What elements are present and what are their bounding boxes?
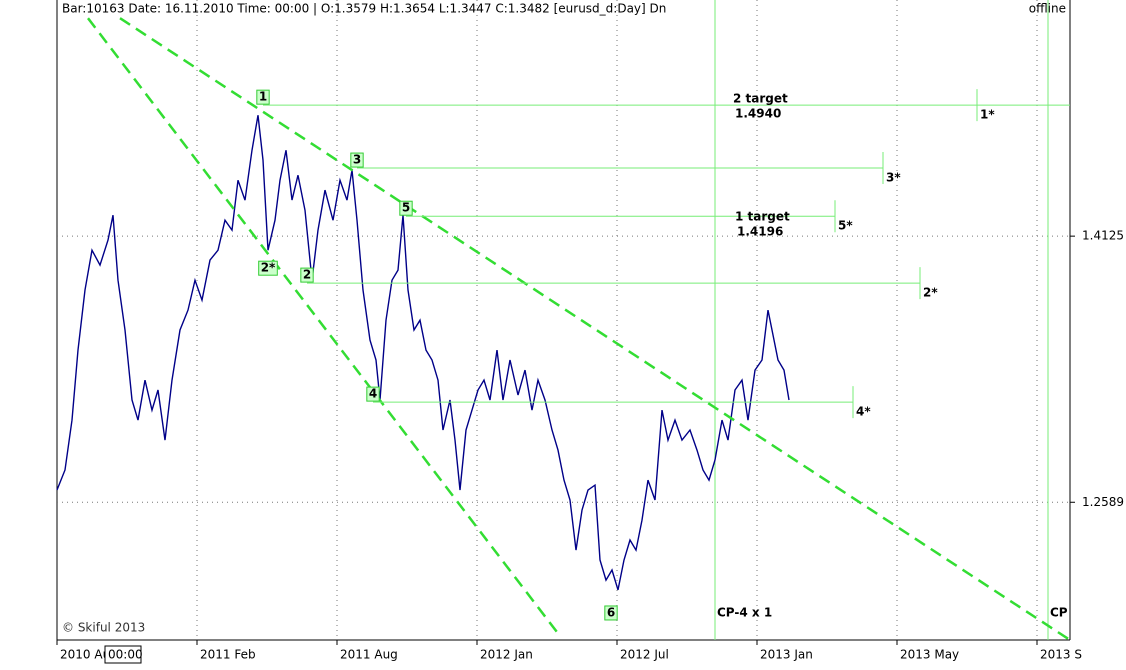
target-price: 1.4196 — [737, 225, 783, 239]
wave-label-box — [300, 267, 314, 283]
header: Bar:10163 Date: 16.11.2010 Time: 00:00 |… — [62, 2, 666, 16]
wave-label: 5 — [402, 201, 410, 215]
x-tick-label: 2013 S — [1040, 648, 1082, 662]
target-title: 1 target — [735, 210, 790, 224]
trendline — [87, 17, 561, 637]
cycle-label: CP-4 x 1 — [717, 606, 772, 620]
x-tick-label: 2010 Aug — [60, 648, 118, 662]
x-tick-label: 2012 Jan — [480, 648, 533, 662]
y-tick-label: 1.4125 — [1082, 229, 1124, 243]
wave-label: 2* — [261, 261, 276, 275]
level-end-label: 3* — [886, 171, 901, 185]
wave-label-box — [258, 260, 278, 276]
x-tick-label: 2012 Jul — [620, 648, 669, 662]
level-end-label: 4* — [856, 405, 871, 419]
x-tick-label: 2013 May — [900, 648, 959, 662]
target-price: 1.4940 — [735, 107, 781, 121]
level-end-label: 5* — [838, 219, 853, 233]
copyright: © Skiful 2013 — [62, 621, 145, 635]
level-end-label: 2* — [923, 286, 938, 300]
x-tick-label: 2011 Feb — [200, 648, 256, 662]
wave-label-box — [604, 605, 618, 621]
time-box-frame — [104, 645, 142, 664]
wave-label: 2 — [303, 268, 311, 282]
wave-label-box — [350, 152, 364, 168]
level-end-label: 1* — [980, 108, 995, 122]
status: offline — [1029, 2, 1066, 16]
cycle-label: CP — [1050, 606, 1068, 620]
wave-label: 1 — [259, 90, 267, 104]
target-title: 2 target — [733, 92, 788, 106]
price-line — [56, 115, 790, 591]
plot: 1.4125 1.2589 2010 Aug 2011 Feb 2011 Aug 2012… — [56, 0, 1124, 662]
wave-label: 3 — [353, 153, 361, 167]
time-box: 00:00 — [108, 648, 143, 662]
wave-label: 6 — [607, 605, 615, 619]
x-tick-label: 2013 Jan — [760, 648, 813, 662]
x-tick-label: 2011 Aug — [340, 648, 398, 662]
wave-label: 4 — [369, 387, 377, 401]
wave-label-box — [399, 200, 413, 216]
y-tick-label: 1.2589 — [1082, 495, 1124, 509]
wave-label-box — [366, 386, 380, 402]
wave-label-box — [256, 89, 270, 105]
